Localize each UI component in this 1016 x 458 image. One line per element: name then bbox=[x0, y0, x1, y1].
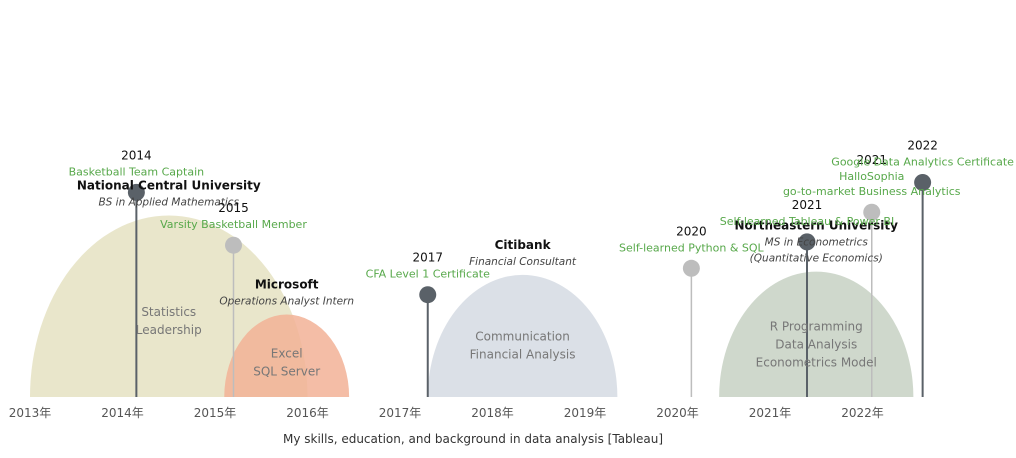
experience-skill: Communication bbox=[475, 330, 570, 344]
event-label: HalloSophia bbox=[839, 170, 904, 183]
chart-labels: National Central University BS in Applied… bbox=[69, 139, 1015, 379]
event-dot bbox=[419, 286, 437, 304]
event-label: Google Data Analytics Certificate bbox=[831, 156, 1014, 169]
x-tick-label: 2022年 bbox=[841, 406, 884, 420]
x-tick-label: 2019年 bbox=[564, 406, 607, 420]
event-label: Basketball Team Captain bbox=[69, 165, 204, 178]
x-tick-label: 2013年 bbox=[9, 406, 52, 420]
experience-org: National Central University bbox=[77, 179, 261, 193]
experience-skill: Leadership bbox=[136, 323, 202, 337]
event-dot bbox=[225, 236, 242, 254]
x-tick-label: 2017年 bbox=[379, 406, 422, 420]
experience-role: BS in Applied Mathematics bbox=[98, 197, 239, 209]
event-label: Varsity Basketball Member bbox=[160, 218, 307, 231]
experience-skill: Data Analysis bbox=[775, 337, 857, 351]
timeline-chart: National Central University BS in Applied… bbox=[9, 139, 1015, 421]
x-tick-label: 2016年 bbox=[286, 406, 329, 420]
experience-arcs bbox=[30, 215, 914, 397]
event-label: Self-learned Tableau & Power BI bbox=[720, 215, 894, 228]
event-dot bbox=[682, 259, 700, 277]
experience-skill: Financial Analysis bbox=[470, 348, 576, 362]
experience-skill: Excel bbox=[271, 346, 303, 360]
x-axis: 2013年 2014年 2015年 2016年 2017年 2018年 2019年 2020年… bbox=[9, 406, 884, 420]
experience-role: MS in Econometrics bbox=[765, 237, 869, 249]
event-year: 2021 bbox=[792, 198, 823, 212]
experience-arc bbox=[719, 271, 914, 397]
experience-arc bbox=[224, 314, 350, 397]
event-dot bbox=[914, 174, 932, 191]
x-tick-label: 2018年 bbox=[471, 406, 514, 420]
event-year: 2022 bbox=[907, 139, 938, 153]
experience-org: Microsoft bbox=[255, 278, 319, 292]
experience-skill: SQL Server bbox=[253, 364, 320, 378]
event-label: Self-learned Python & SQL bbox=[619, 241, 764, 254]
event-dot bbox=[863, 203, 881, 221]
chart-caption: My skills, education, and background in … bbox=[282, 432, 664, 446]
event-label: CFA Level 1 Certificate bbox=[366, 268, 490, 281]
event-year: 2017 bbox=[412, 251, 443, 265]
event-year: 2020 bbox=[676, 224, 707, 238]
experience-skill: R Programming bbox=[770, 319, 863, 333]
experience-role: Financial Consultant bbox=[469, 256, 577, 268]
experience-skill: Econometrics Model bbox=[756, 355, 877, 369]
event-label: go-to-market Business Analytics bbox=[783, 185, 961, 198]
experience-role: Operations Analyst Intern bbox=[219, 296, 354, 308]
experience-org: Citibank bbox=[495, 238, 552, 252]
x-tick-label: 2015年 bbox=[194, 406, 237, 420]
x-tick-label: 2020年 bbox=[656, 406, 699, 420]
event-stems bbox=[127, 174, 932, 397]
x-tick-label: 2014年 bbox=[101, 406, 144, 420]
event-year: 2015 bbox=[218, 201, 249, 215]
experience-org: Northeastern University bbox=[735, 219, 899, 233]
event-dot bbox=[127, 183, 145, 201]
experience-role: (Quantitative Economics) bbox=[750, 253, 883, 265]
experience-arc bbox=[427, 274, 618, 397]
x-tick-label: 2021年 bbox=[749, 406, 792, 420]
event-dot bbox=[798, 233, 816, 251]
event-year: 2021 bbox=[856, 153, 887, 167]
experience-skill: Statistics bbox=[141, 305, 196, 319]
event-year: 2014 bbox=[121, 148, 152, 162]
